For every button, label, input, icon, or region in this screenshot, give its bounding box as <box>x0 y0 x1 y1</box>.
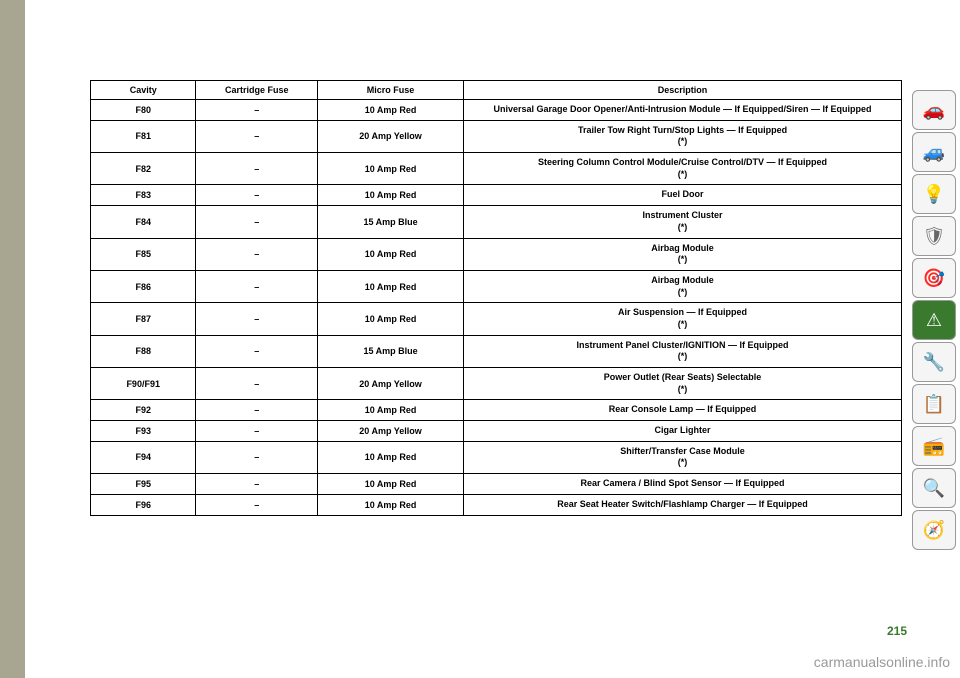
cell-cartridge: – <box>196 494 318 515</box>
sidebar-nav: 🚗🚙💡🛡🎯⚠🔧📋📻🔍🧭 <box>912 0 960 678</box>
cell-cartridge: – <box>196 400 318 421</box>
table-row: F81–20 Amp YellowTrailer Tow Right Turn/… <box>91 120 902 152</box>
media-icon[interactable]: 📻 <box>912 426 956 466</box>
table-row: F87–10 Amp RedAir Suspension — If Equipp… <box>91 303 902 335</box>
cell-micro: 10 Amp Red <box>318 303 464 335</box>
table-row: F86–10 Amp RedAirbag Module(*) <box>91 270 902 302</box>
left-margin-bar <box>0 0 25 678</box>
warning-icon[interactable]: ⚠ <box>912 300 956 340</box>
cell-description: Instrument Cluster(*) <box>464 206 902 238</box>
table-row: F84–15 Amp BlueInstrument Cluster(*) <box>91 206 902 238</box>
fuse-table: Cavity Cartridge Fuse Micro Fuse Descrip… <box>90 80 902 516</box>
table-row: F92–10 Amp RedRear Console Lamp — If Equ… <box>91 400 902 421</box>
cell-description: Rear Console Lamp — If Equipped <box>464 400 902 421</box>
table-row: F83–10 Amp RedFuel Door <box>91 185 902 206</box>
cell-cavity: F90/F91 <box>91 368 196 400</box>
table-row: F95–10 Amp RedRear Camera / Blind Spot S… <box>91 474 902 495</box>
cell-micro: 20 Amp Yellow <box>318 120 464 152</box>
table-row: F82–10 Amp RedSteering Column Control Mo… <box>91 153 902 185</box>
cell-description: Airbag Module(*) <box>464 238 902 270</box>
cell-micro: 10 Amp Red <box>318 270 464 302</box>
table-row: F90/F91–20 Amp YellowPower Outlet (Rear … <box>91 368 902 400</box>
cell-micro: 10 Amp Red <box>318 185 464 206</box>
cell-cavity: F92 <box>91 400 196 421</box>
cell-micro: 20 Amp Yellow <box>318 368 464 400</box>
table-row: F96–10 Amp RedRear Seat Heater Switch/Fl… <box>91 494 902 515</box>
table-row: F80–10 Amp RedUniversal Garage Door Open… <box>91 100 902 121</box>
cell-description: Fuel Door <box>464 185 902 206</box>
cell-cavity: F87 <box>91 303 196 335</box>
cell-cavity: F86 <box>91 270 196 302</box>
cell-cavity: F80 <box>91 100 196 121</box>
car-info-icon[interactable]: 🚙 <box>912 132 956 172</box>
cell-cavity: F88 <box>91 335 196 367</box>
car-search-icon[interactable]: 🚗 <box>912 90 956 130</box>
cell-cartridge: – <box>196 421 318 442</box>
cell-cavity: F84 <box>91 206 196 238</box>
cell-cartridge: – <box>196 100 318 121</box>
cell-description: Trailer Tow Right Turn/Stop Lights — If … <box>464 120 902 152</box>
cell-cavity: F85 <box>91 238 196 270</box>
cell-micro: 10 Amp Red <box>318 474 464 495</box>
cell-cavity: F93 <box>91 421 196 442</box>
header-micro: Micro Fuse <box>318 81 464 100</box>
cell-description: Shifter/Transfer Case Module(*) <box>464 441 902 473</box>
cell-cartridge: – <box>196 368 318 400</box>
cell-micro: 10 Amp Red <box>318 100 464 121</box>
cell-description: Power Outlet (Rear Seats) Selectable(*) <box>464 368 902 400</box>
cell-cartridge: – <box>196 441 318 473</box>
header-cartridge: Cartridge Fuse <box>196 81 318 100</box>
cell-description: Airbag Module(*) <box>464 270 902 302</box>
cell-micro: 10 Amp Red <box>318 441 464 473</box>
table-row: F85–10 Amp RedAirbag Module(*) <box>91 238 902 270</box>
document-icon[interactable]: 📋 <box>912 384 956 424</box>
table-header-row: Cavity Cartridge Fuse Micro Fuse Descrip… <box>91 81 902 100</box>
cell-cartridge: – <box>196 238 318 270</box>
cell-description: Air Suspension — If Equipped(*) <box>464 303 902 335</box>
cell-description: Steering Column Control Module/Cruise Co… <box>464 153 902 185</box>
header-cavity: Cavity <box>91 81 196 100</box>
cell-micro: 10 Amp Red <box>318 238 464 270</box>
cell-cartridge: – <box>196 206 318 238</box>
cell-cartridge: – <box>196 474 318 495</box>
cell-description: Rear Camera / Blind Spot Sensor — If Equ… <box>464 474 902 495</box>
cell-cavity: F81 <box>91 120 196 152</box>
main-content: Cavity Cartridge Fuse Micro Fuse Descrip… <box>25 0 912 678</box>
wrench-icon[interactable]: 🔧 <box>912 342 956 382</box>
cell-cartridge: – <box>196 335 318 367</box>
cell-cavity: F95 <box>91 474 196 495</box>
cell-cartridge: – <box>196 153 318 185</box>
table-body: F80–10 Amp RedUniversal Garage Door Open… <box>91 100 902 516</box>
cell-micro: 10 Amp Red <box>318 153 464 185</box>
cell-cavity: F82 <box>91 153 196 185</box>
light-icon[interactable]: 💡 <box>912 174 956 214</box>
cell-micro: 15 Amp Blue <box>318 335 464 367</box>
cell-cartridge: – <box>196 303 318 335</box>
cell-description: Cigar Lighter <box>464 421 902 442</box>
search-icon[interactable]: 🔍 <box>912 468 956 508</box>
table-row: F93–20 Amp YellowCigar Lighter <box>91 421 902 442</box>
header-description: Description <box>464 81 902 100</box>
cell-cartridge: – <box>196 270 318 302</box>
cell-cavity: F94 <box>91 441 196 473</box>
cell-cartridge: – <box>196 185 318 206</box>
table-row: F94–10 Amp RedShifter/Transfer Case Modu… <box>91 441 902 473</box>
cell-description: Rear Seat Heater Switch/Flashlamp Charge… <box>464 494 902 515</box>
steering-icon[interactable]: 🎯 <box>912 258 956 298</box>
cell-description: Instrument Panel Cluster/IGNITION — If E… <box>464 335 902 367</box>
page-number: 215 <box>887 624 907 638</box>
airbag-icon[interactable]: 🛡 <box>912 216 956 256</box>
cell-description: Universal Garage Door Opener/Anti-Intrus… <box>464 100 902 121</box>
cell-micro: 20 Amp Yellow <box>318 421 464 442</box>
cell-cavity: F96 <box>91 494 196 515</box>
cell-micro: 10 Amp Red <box>318 400 464 421</box>
cell-cartridge: – <box>196 120 318 152</box>
watermark-text: carmanualsonline.info <box>814 654 950 670</box>
table-row: F88–15 Amp BlueInstrument Panel Cluster/… <box>91 335 902 367</box>
cell-cavity: F83 <box>91 185 196 206</box>
cell-micro: 10 Amp Red <box>318 494 464 515</box>
compass-icon[interactable]: 🧭 <box>912 510 956 550</box>
cell-micro: 15 Amp Blue <box>318 206 464 238</box>
